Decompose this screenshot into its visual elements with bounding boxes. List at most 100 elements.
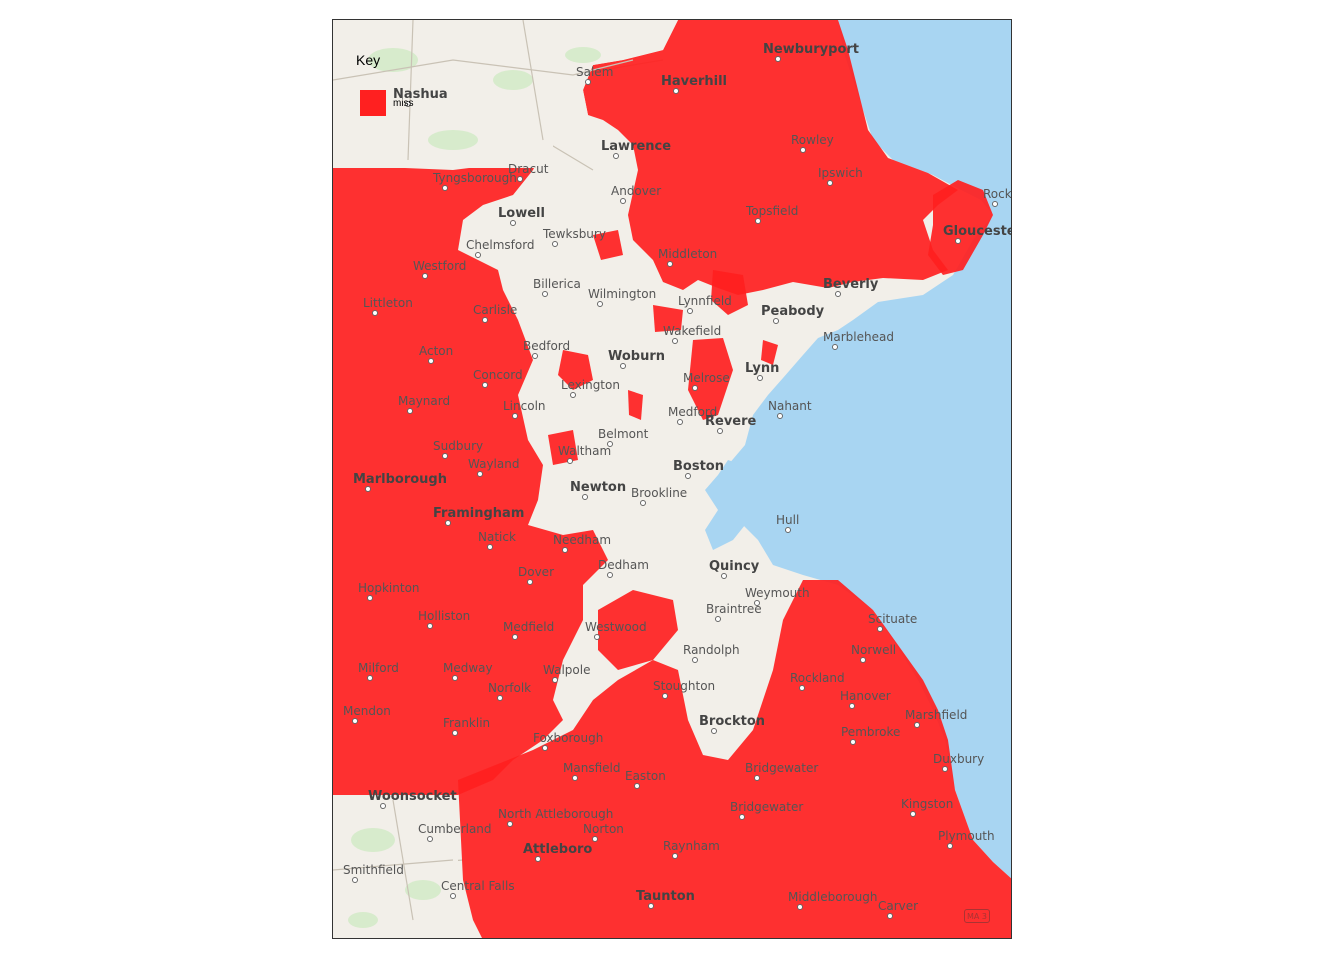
map-canvas[interactable]: Newburyport Salem Haverhill Nashua Lawrence R… bbox=[333, 20, 1012, 939]
place-westwood: Westwood bbox=[585, 620, 647, 640]
place-dot-ipswich bbox=[827, 180, 833, 186]
place-kingston: Kingston bbox=[901, 797, 953, 817]
place-dot-newton bbox=[582, 494, 588, 500]
place-label-marlborough: Marlborough bbox=[353, 472, 447, 487]
place-dot-medford bbox=[677, 419, 683, 425]
place-label-hanover: Hanover bbox=[840, 689, 891, 703]
place-dot-sudbury bbox=[442, 453, 448, 459]
place-lincoln: Lincoln bbox=[503, 399, 546, 419]
place-maynard: Maynard bbox=[398, 394, 450, 414]
place-dot-framingham bbox=[445, 520, 451, 526]
place-dot-tewksbury bbox=[552, 241, 558, 247]
place-label-plymouth: Plymouth bbox=[938, 829, 995, 843]
place-dot-easton bbox=[634, 783, 640, 789]
place-chelmsford: Chelmsford bbox=[466, 238, 535, 258]
place-lawrence: Lawrence bbox=[601, 139, 671, 159]
place-middleborough: Middleborough bbox=[788, 890, 877, 910]
place-label-pembroke: Pembroke bbox=[841, 725, 900, 739]
place-dot-pembroke bbox=[850, 739, 856, 745]
place-label-melrose: Melrose bbox=[683, 371, 730, 385]
place-dot-bedford bbox=[532, 353, 538, 359]
place-acton: Acton bbox=[419, 344, 453, 364]
place-label-revere: Revere bbox=[705, 414, 757, 429]
place-newton: Newton bbox=[570, 480, 626, 500]
place-dot-concord bbox=[482, 382, 488, 388]
place-walpole: Walpole bbox=[543, 663, 590, 683]
roads-top bbox=[333, 20, 634, 161]
place-dot-lynnfield bbox=[687, 308, 693, 314]
place-dot-dover bbox=[527, 579, 533, 585]
place-label-duxbury: Duxbury bbox=[933, 752, 984, 766]
place-label-medford: Medford bbox=[668, 405, 717, 419]
place-brockton: Brockton bbox=[699, 714, 765, 734]
place-label-braintree: Braintree bbox=[706, 602, 762, 616]
place-label-carver: Carver bbox=[878, 899, 918, 913]
route-shield: MA 3 bbox=[964, 909, 990, 923]
place-dot-waltham bbox=[567, 458, 573, 464]
place-label-salem-nh: Salem bbox=[576, 65, 613, 79]
place-label-north-attleborough: North Attleborough bbox=[498, 807, 613, 821]
place-dot-newburyport bbox=[775, 56, 781, 62]
place-label-peabody: Peabody bbox=[761, 304, 825, 319]
place-dot-salem-nh bbox=[585, 79, 591, 85]
place-dot-smithfield bbox=[352, 877, 358, 883]
place-foxborough: Foxborough bbox=[533, 731, 603, 751]
place-label-marblehead: Marblehead bbox=[823, 330, 894, 344]
place-carver: Carver bbox=[878, 899, 918, 919]
place-billerica: Billerica bbox=[533, 277, 581, 297]
place-label-mansfield: Mansfield bbox=[563, 761, 620, 775]
place-concord: Concord bbox=[473, 368, 523, 388]
place-dot-rowley bbox=[800, 147, 806, 153]
place-label-woonsocket: Woonsocket bbox=[368, 789, 457, 804]
place-dot-mansfield bbox=[572, 775, 578, 781]
place-dot-foxborough bbox=[542, 745, 548, 751]
place-dot-kingston bbox=[910, 811, 916, 817]
place-mansfield: Mansfield bbox=[563, 761, 620, 781]
place-dot-nahant bbox=[777, 413, 783, 419]
place-dot-raynham bbox=[672, 853, 678, 859]
place-dot-gloucester bbox=[955, 238, 961, 244]
place-dot-attleboro bbox=[535, 856, 541, 862]
place-sudbury: Sudbury bbox=[433, 439, 483, 459]
place-label-brookline: Brookline bbox=[631, 486, 687, 500]
place-north-attleborough: North Attleborough bbox=[498, 807, 613, 827]
place-topsfield: Topsfield bbox=[745, 204, 798, 224]
place-dot-hull bbox=[785, 527, 791, 533]
place-label-norwell: Norwell bbox=[851, 643, 896, 657]
place-dot-franklin bbox=[452, 730, 458, 736]
place-taunton: Taunton bbox=[636, 889, 695, 909]
place-smithfield: Smithfield bbox=[343, 863, 404, 883]
place-label-raynham: Raynham bbox=[663, 839, 720, 853]
map-panel[interactable]: Newburyport Salem Haverhill Nashua Lawrence R… bbox=[332, 19, 1012, 939]
place-hull: Hull bbox=[776, 513, 799, 533]
place-label-brockton: Brockton bbox=[699, 714, 765, 729]
place-label-lynnfield: Lynnfield bbox=[678, 294, 732, 308]
place-dot-carlisle bbox=[482, 317, 488, 323]
place-label-newton: Newton bbox=[570, 480, 626, 495]
place-label-beverly: Beverly bbox=[823, 277, 879, 292]
place-tewksbury: Tewksbury bbox=[542, 227, 606, 247]
place-label-billerica: Billerica bbox=[533, 277, 581, 291]
place-waltham: Waltham bbox=[558, 444, 611, 464]
place-dot-scituate bbox=[877, 626, 883, 632]
place-label-middleborough: Middleborough bbox=[788, 890, 877, 904]
place-norwell: Norwell bbox=[851, 643, 896, 663]
place-easton: Easton bbox=[625, 769, 666, 789]
place-rowley: Rowley bbox=[791, 133, 834, 153]
place-label-quincy: Quincy bbox=[709, 559, 760, 574]
place-attleboro: Attleboro bbox=[523, 842, 592, 862]
place-stoughton: Stoughton bbox=[653, 679, 715, 699]
place-marlborough: Marlborough bbox=[353, 472, 447, 492]
place-haverhill: Haverhill bbox=[661, 74, 727, 94]
place-dot-revere bbox=[717, 428, 723, 434]
place-label-rowley: Rowley bbox=[791, 133, 834, 147]
place-dot-rockport bbox=[992, 201, 998, 207]
place-label-topsfield: Topsfield bbox=[745, 204, 798, 218]
place-duxbury: Duxbury bbox=[933, 752, 984, 772]
place-label-nahant: Nahant bbox=[768, 399, 812, 413]
place-dot-braintree bbox=[715, 616, 721, 622]
place-dot-rockland bbox=[799, 685, 805, 691]
place-natick: Natick bbox=[478, 530, 516, 550]
place-dot-billerica bbox=[542, 291, 548, 297]
place-label-andover: Andover bbox=[611, 184, 661, 198]
